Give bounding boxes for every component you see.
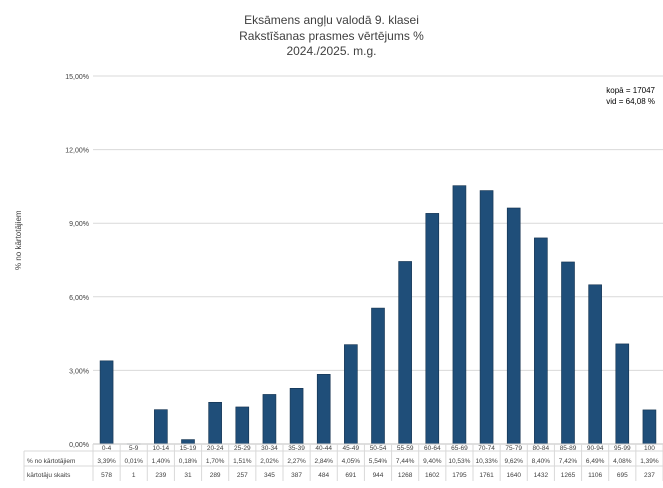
table-percent-cell: 1,70% [206,458,225,465]
bar [588,284,602,445]
bar [398,261,412,445]
table-count-cell: 1432 [534,472,549,479]
table-row-label: kārtotāju skaits [27,472,71,479]
table-count-cell: 345 [264,472,275,479]
table-percent-cell: 4,08% [613,458,632,465]
bar [642,409,657,445]
x-tick-label: 55-59 [397,445,414,452]
y-tick-label: 0,00% [69,442,89,449]
table-count-cell: 31 [184,472,192,479]
table-count-cell: 1795 [452,472,467,479]
table-percent-cell: 3,39% [97,458,116,465]
table-count-cell: 1106 [588,472,602,479]
bar [208,401,222,445]
bar [344,344,358,445]
table-percent-cell: 8,40% [532,458,551,465]
bar [154,409,168,445]
table-percent-cell: 9,40% [423,458,442,465]
table-percent-cell: 7,44% [396,458,415,465]
y-tick-label: 9,00% [69,221,89,228]
table-count-cell: 387 [291,472,302,479]
table-count-cell: 691 [345,472,356,479]
table-count-cell: 289 [210,472,221,479]
bar [235,406,250,445]
bar [534,237,548,445]
table-percent-cell: 0,18% [179,458,198,465]
bar [262,394,277,445]
title-line-2: Rakstīšanas prasmes vērtējums % [239,28,424,43]
table-percent-cell: 5,54% [369,458,388,465]
x-tick-label: 75-79 [505,445,522,452]
bar [479,190,494,445]
stats-mean: vid = 64,08 % [606,97,655,106]
x-tick-label: 45-49 [343,445,360,452]
table-count-cell: 484 [318,472,329,479]
x-tick-label: 40-44 [315,445,332,452]
bar [425,213,440,445]
x-tick-label: 5-9 [129,445,139,452]
x-tick-label: 15-19 [180,445,197,452]
x-tick-label: 85-89 [560,445,577,452]
table-percent-cell: 1,40% [152,458,171,465]
x-tick-label: 80-84 [533,445,550,452]
bar [615,343,630,445]
table-percent-cell: 2,84% [314,458,333,465]
x-tick-label: 90-94 [587,445,604,452]
table-percent-cell: 1,39% [640,458,659,465]
y-tick-label: 15,00% [65,74,89,81]
table-percent-cell: 1,51% [233,458,252,465]
table-count-cell: 1 [132,472,136,479]
x-tick-label: 25-29 [234,445,251,452]
title-line-1: Eksāmens angļu valodā 9. klasei [244,13,419,27]
bar [181,439,195,445]
bar [289,388,304,445]
bar [506,207,521,445]
chart-title: Eksāmens angļu valodā 9. klasei Rakstīša… [0,13,663,60]
table-percent-cell: 0,01% [124,458,143,465]
stats-total: kopā = 17047 [606,86,655,95]
table-count-cell: 1761 [479,472,494,479]
table-percent-cell: 9,62% [504,458,523,465]
bar [371,307,385,445]
bar [452,185,467,445]
x-tick-label: 10-14 [153,445,170,452]
table-count-cell: 257 [237,472,248,479]
table-count-cell: 1268 [398,472,413,479]
x-tick-label: 0-4 [102,445,112,452]
table-percent-cell: 2,02% [260,458,279,465]
y-tick-label: 12,00% [65,148,89,155]
x-tick-label: 70-74 [478,445,495,452]
x-tick-label: 60-64 [424,445,441,452]
table-percent-cell: 10,33% [476,458,498,465]
y-tick-label: 6,00% [69,295,89,302]
title-line-3: 2024./2025. m.g. [286,44,377,58]
y-tick-label: 3,00% [69,368,89,375]
table-percent-cell: 2,27% [287,458,306,465]
table-count-cell: 239 [155,472,166,479]
table-percent-cell: 4,05% [342,458,361,465]
x-tick-label: 50-54 [370,445,387,452]
table-count-cell: 1265 [561,472,576,479]
bar [99,360,114,445]
table-percent-cell: 10,53% [448,458,470,465]
x-tick-label: 95-99 [614,445,631,452]
table-row-label: % no kārtotājiem [27,458,75,465]
x-tick-label: 100 [644,445,655,452]
table-count-cell: 695 [617,472,628,479]
x-tick-label: 20-24 [207,445,224,452]
table-percent-cell: 6,49% [586,458,605,465]
x-tick-label: 65-69 [451,445,468,452]
x-tick-label: 35-39 [288,445,305,452]
table-count-cell: 1640 [506,472,521,479]
x-tick-label: 30-34 [261,445,278,452]
bar [316,374,331,445]
table-count-cell: 578 [101,472,112,479]
table-count-cell: 1602 [425,472,440,479]
table-percent-cell: 7,42% [559,458,578,465]
table-count-cell: 944 [373,472,384,479]
bar [561,261,575,445]
stats-box: kopā = 17047 vid = 64,08 % [606,85,655,107]
table-count-cell: 237 [644,472,655,479]
